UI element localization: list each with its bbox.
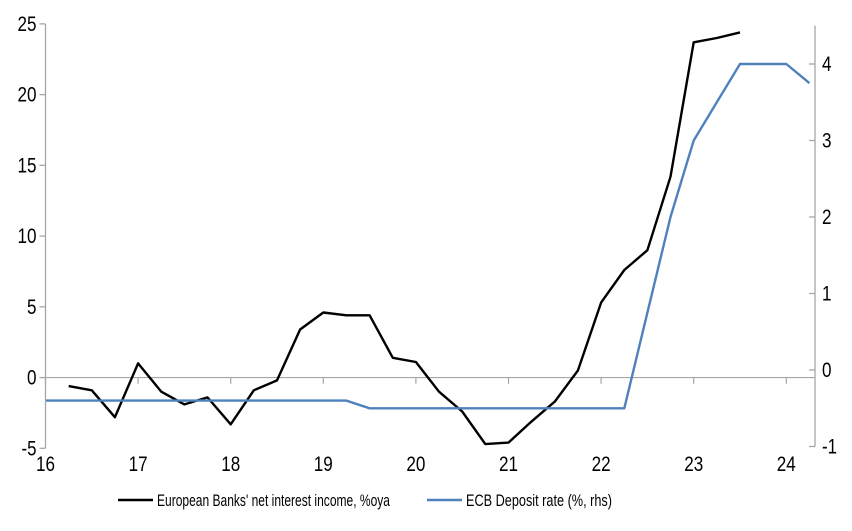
- x-axis-tick-label: 20: [406, 453, 425, 476]
- right-axis-tick-label: 0: [822, 359, 832, 382]
- left-axis-tick-label: 10: [18, 225, 37, 248]
- right-axis-tick-label: 3: [822, 130, 832, 153]
- nii-series-line: [68, 31, 741, 446]
- left-axis-tick-label: -5: [22, 437, 37, 460]
- left-axis-tick-label: 25: [18, 13, 37, 36]
- left-axis-tick-label: 0: [27, 367, 37, 390]
- legend: European Banks' net interest income, %oy…: [118, 491, 612, 510]
- x-axis-tick-label: 22: [592, 453, 611, 476]
- x-axis-tick-label: 19: [314, 453, 333, 476]
- x-axis-tick-label: 24: [777, 453, 796, 476]
- legend-label-deposit-rate: ECB Deposit rate (%, rhs): [466, 491, 612, 510]
- series-layer: [45, 31, 811, 446]
- axes-layer: [39, 23, 816, 449]
- deposit-rate-series-line: [45, 62, 811, 410]
- right-axis-tick-label: -1: [822, 436, 837, 459]
- grid-layer: [44, 376, 815, 384]
- x-axis-tick-label: 16: [36, 453, 55, 476]
- x-axis-tick-label: 21: [499, 453, 518, 476]
- x-axis-tick-label: 17: [129, 453, 148, 476]
- x-axis-tick-label: 23: [684, 453, 703, 476]
- left-axis-tick-label: 5: [27, 296, 37, 319]
- left-axis-tick-label: 20: [18, 84, 37, 107]
- right-axis-tick-label: 2: [822, 206, 832, 229]
- right-axis-tick-label: 1: [822, 283, 832, 306]
- x-axis-tick-label: 18: [221, 453, 240, 476]
- left-axis-tick-label: 15: [18, 154, 37, 177]
- legend-label-nii: European Banks' net interest income, %oy…: [157, 491, 390, 510]
- right-axis-tick-label: 4: [822, 53, 832, 76]
